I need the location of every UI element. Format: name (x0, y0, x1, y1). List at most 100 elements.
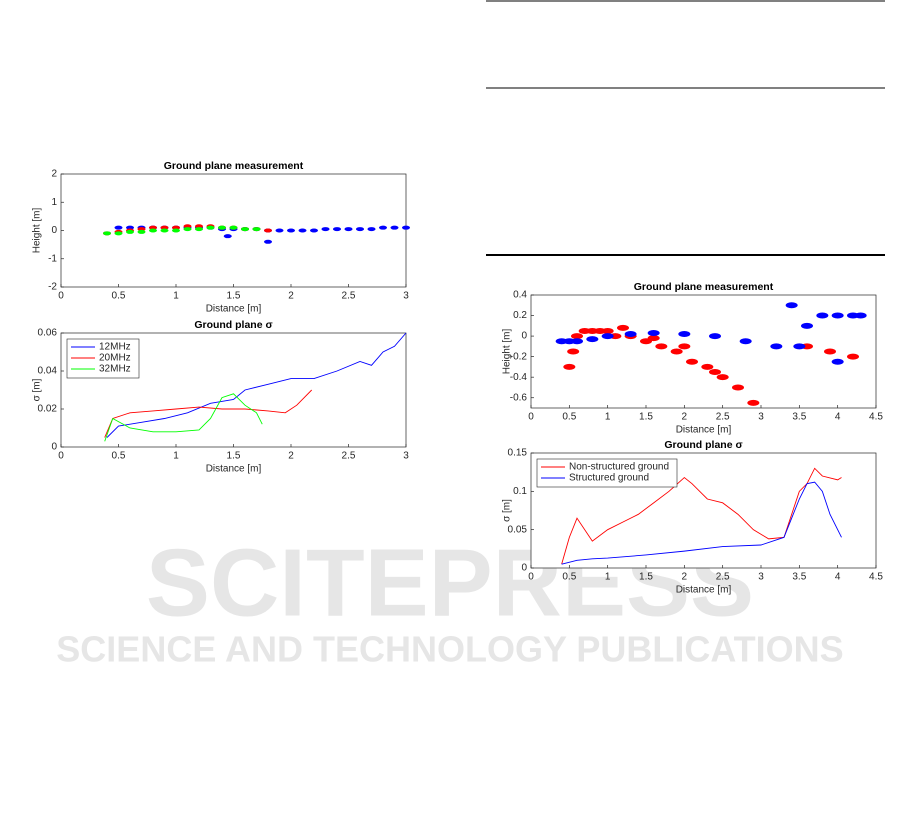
point (601, 333, 614, 340)
y-tick-label: 0.06 (38, 328, 58, 339)
x-tick-label: 1 (605, 412, 611, 423)
x-tick-label: 2.5 (342, 291, 356, 302)
point (831, 312, 844, 319)
point (716, 374, 729, 381)
point (402, 225, 410, 230)
y-axis-label: Height [m] (32, 207, 43, 253)
x-tick-label: 2.5 (716, 572, 730, 583)
point (801, 322, 813, 329)
point (571, 333, 583, 340)
x-tick-label: 4 (835, 572, 841, 583)
y-tick-label: -1 (48, 253, 57, 264)
point (571, 338, 583, 345)
x-tick-label: 3 (758, 572, 764, 583)
point (847, 353, 859, 360)
point (563, 363, 576, 370)
chart-title: Ground plane σ (664, 439, 742, 451)
x-tick-label: 3 (403, 451, 409, 462)
legend-label: 32MHz (99, 364, 131, 375)
point (195, 224, 203, 229)
point (344, 227, 353, 232)
point (567, 348, 580, 355)
x-tick-label: 1 (605, 572, 611, 583)
point (678, 343, 691, 350)
point (172, 225, 180, 230)
x-tick-label: 0 (58, 451, 64, 462)
x-tick-label: 2.5 (342, 451, 356, 462)
point (183, 227, 192, 232)
point (367, 227, 376, 232)
point (229, 225, 238, 230)
chart-title: Ground plane σ (194, 319, 272, 331)
point (287, 228, 295, 233)
watermark-tagline: SCIENCE AND TECHNOLOGY PUBLICATIONS (56, 629, 843, 670)
point (816, 312, 829, 319)
point (333, 227, 341, 232)
line (561, 467, 842, 565)
point (709, 333, 721, 340)
y-tick-label: 0 (521, 563, 527, 574)
x-tick-label: 2 (288, 291, 294, 302)
legend-label: Structured ground (569, 473, 649, 484)
line (104, 389, 313, 438)
point (854, 312, 867, 319)
line (106, 332, 407, 438)
line (104, 393, 263, 442)
point (298, 228, 307, 233)
x-tick-label: 0 (528, 412, 534, 423)
point (379, 225, 387, 230)
point (655, 343, 668, 350)
y-tick-label: 0.15 (508, 448, 528, 459)
x-tick-label: 2 (682, 412, 688, 423)
point (160, 228, 169, 233)
x-tick-label: 1.5 (639, 572, 653, 583)
point (264, 228, 272, 233)
x-tick-label: 0.5 (112, 291, 126, 302)
y-tick-label: -0.4 (510, 372, 528, 383)
point (149, 228, 157, 233)
point (206, 225, 215, 230)
x-tick-label: 2 (682, 572, 688, 583)
point (785, 302, 798, 309)
x-tick-label: 1.5 (227, 291, 241, 302)
line (561, 481, 842, 565)
point (747, 399, 760, 406)
point (701, 363, 714, 370)
point (114, 231, 123, 236)
x-axis-label: Distance [m] (206, 464, 262, 475)
x-tick-label: 1.5 (227, 451, 241, 462)
x-tick-label: 0.5 (562, 412, 576, 423)
point (824, 348, 836, 355)
x-tick-label: 3 (403, 291, 409, 302)
point (241, 227, 249, 232)
point (275, 228, 284, 233)
point (390, 225, 399, 230)
y-tick-label: 0.02 (38, 404, 58, 415)
y-tick-label: 0.04 (38, 366, 58, 377)
x-tick-label: 2 (288, 451, 294, 462)
point (321, 227, 330, 232)
point (252, 227, 261, 232)
y-tick-label: 0 (51, 442, 57, 453)
y-axis-label: σ [m] (502, 499, 513, 522)
x-axis-label: Distance [m] (206, 304, 262, 315)
point (617, 324, 629, 331)
y-tick-label: 2 (51, 169, 57, 180)
y-tick-label: -2 (48, 282, 57, 293)
legend-label: Non-structured ground (569, 462, 669, 473)
x-axis-label: Distance [m] (676, 585, 732, 596)
point (183, 224, 192, 229)
x-tick-label: 0 (58, 291, 64, 302)
x-tick-label: 3.5 (792, 572, 806, 583)
y-tick-label: 1 (51, 197, 57, 208)
legend-label: 12MHz (99, 342, 131, 353)
y-tick-label: 0 (521, 331, 527, 342)
x-tick-label: 1 (173, 291, 179, 302)
x-tick-label: 3 (758, 412, 764, 423)
point (114, 225, 123, 230)
point (149, 225, 157, 230)
x-tick-label: 1 (173, 451, 179, 462)
point (103, 231, 111, 236)
